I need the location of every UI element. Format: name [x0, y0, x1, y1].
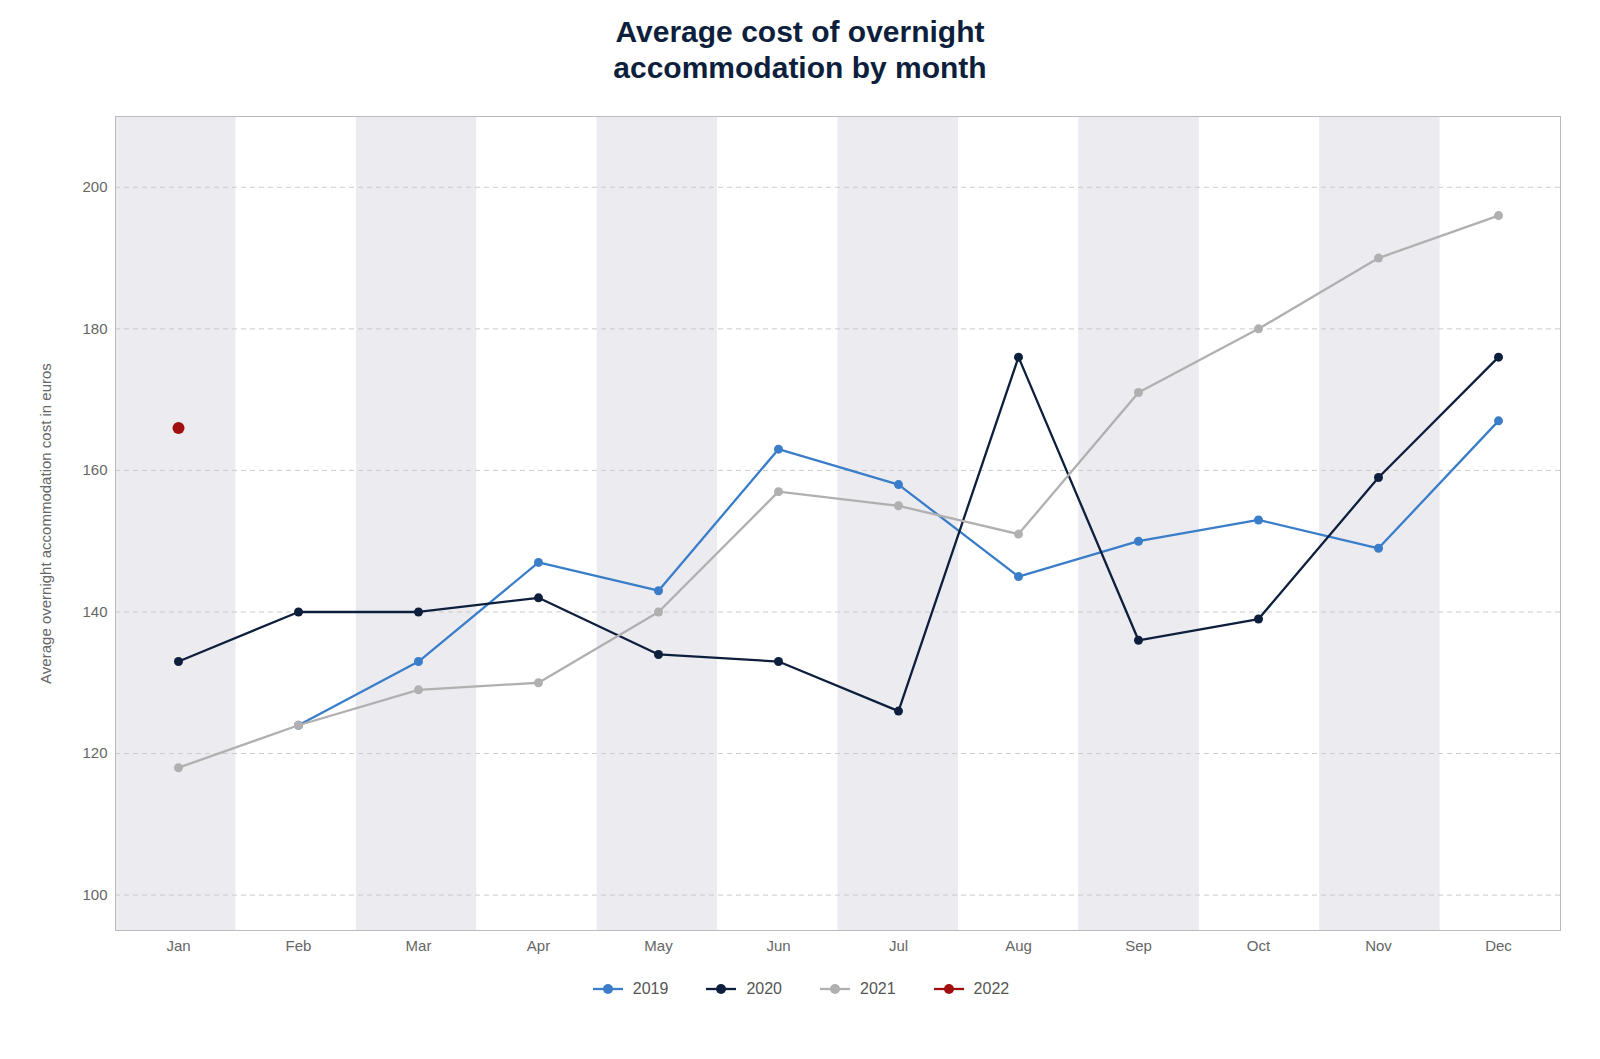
html-text:2022: 2022: [973, 980, 1010, 997]
svg-text:Feb: Feb: [286, 937, 312, 954]
svg-text:120: 120: [82, 744, 107, 761]
svg-text:Apr: Apr: [527, 937, 550, 954]
svg-text:Mar: Mar: [406, 937, 432, 954]
svg-text:Jun: Jun: [766, 937, 790, 954]
svg-text:100: 100: [82, 886, 107, 903]
svg-text:Aug: Aug: [1005, 937, 1032, 954]
svg-text:Sep: Sep: [1125, 937, 1152, 954]
svg-text:Oct: Oct: [1247, 937, 1271, 954]
svg-text:Dec: Dec: [1485, 937, 1512, 954]
html-text:2020: 2020: [746, 980, 782, 997]
svg-text:180: 180: [82, 320, 107, 337]
svg-text:140: 140: [82, 603, 107, 620]
html-text:2021: 2021: [860, 980, 896, 997]
html-text:Average cost of overnight acco: Average cost of overnight accommodation …: [613, 15, 987, 84]
svg-text:Average overnight accommodatio: Average overnight accommodation cost in …: [37, 363, 54, 684]
svg-text:200: 200: [82, 178, 107, 195]
html-text:2019: 2019: [632, 980, 669, 997]
svg-text:Jan: Jan: [166, 937, 190, 954]
svg-text:160: 160: [82, 461, 107, 478]
svg-text:Jul: Jul: [889, 937, 908, 954]
svg-text:May: May: [644, 937, 673, 954]
svg-text:Nov: Nov: [1365, 937, 1392, 954]
